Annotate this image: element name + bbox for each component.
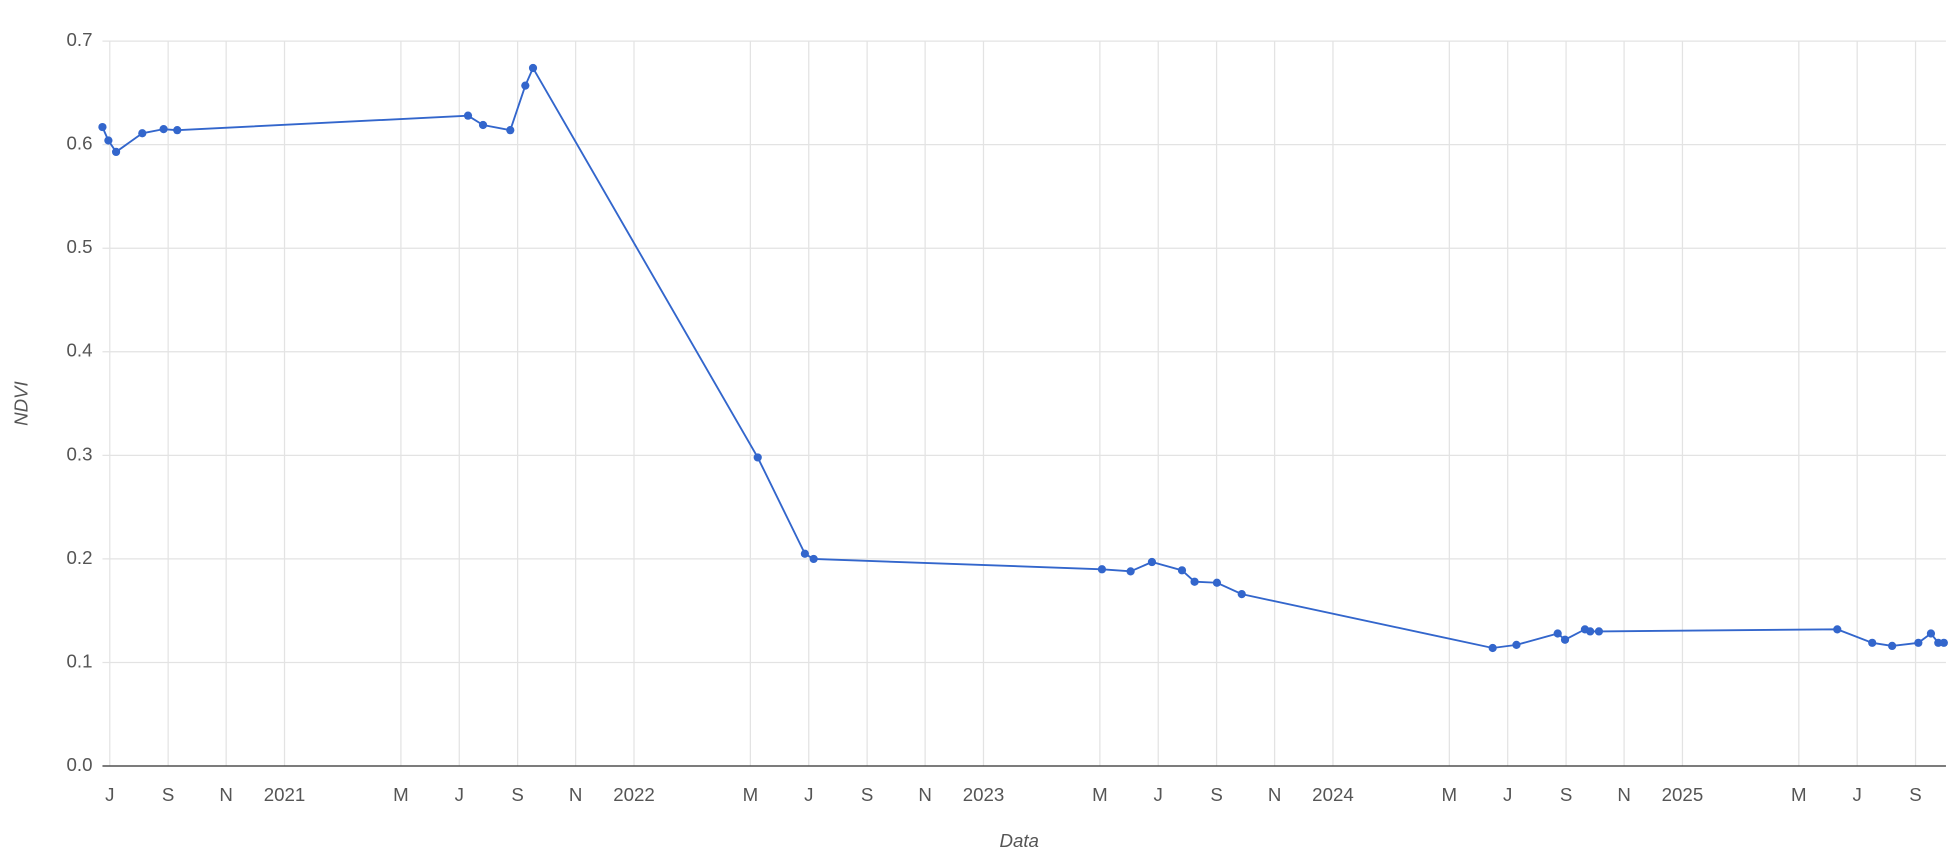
data-point <box>463 111 473 120</box>
y-tick-label: 0.4 <box>67 340 93 361</box>
x-tick-label: N <box>569 784 582 805</box>
data-point <box>1594 627 1604 636</box>
x-tick-label: N <box>1268 784 1281 805</box>
x-tick-label: J <box>455 784 464 805</box>
x-tick-label: J <box>1503 784 1512 805</box>
x-tick-label: M <box>393 784 409 805</box>
data-point <box>98 122 107 132</box>
x-tick-label: 2022 <box>613 784 655 805</box>
data-point <box>506 126 515 135</box>
x-tick-label: N <box>1617 784 1630 805</box>
data-point <box>1833 625 1842 634</box>
data-point <box>528 63 538 73</box>
data-point <box>1560 635 1570 644</box>
y-tick-label: 0.0 <box>67 754 93 775</box>
x-tick-label: J <box>105 784 114 805</box>
x-tick-label: M <box>1092 784 1108 805</box>
data-point <box>1926 629 1936 638</box>
x-tick-label: N <box>219 784 232 805</box>
x-tick-label: S <box>861 784 873 805</box>
data-point <box>1488 643 1497 653</box>
data-point <box>1097 565 1107 574</box>
data-point <box>1212 578 1222 587</box>
y-tick-label: 0.6 <box>67 133 93 154</box>
data-point <box>138 129 147 138</box>
data-point <box>800 549 810 558</box>
data-point <box>173 126 182 135</box>
data-point <box>1147 557 1157 567</box>
y-axis-title: NDVI <box>11 381 32 426</box>
data-point <box>1914 638 1923 647</box>
data-point <box>1126 567 1135 576</box>
data-point <box>753 453 762 462</box>
x-tick-label: J <box>1853 784 1862 805</box>
x-tick-label: 2021 <box>264 784 306 805</box>
data-point <box>1939 638 1948 647</box>
data-point <box>1512 640 1521 649</box>
x-tick-label: 2023 <box>963 784 1005 805</box>
y-tick-label: 0.5 <box>67 236 93 257</box>
x-tick-label: M <box>743 784 759 805</box>
x-tick-label: S <box>162 784 174 805</box>
x-tick-label: M <box>1791 784 1807 805</box>
data-point <box>111 147 121 157</box>
data-point <box>1553 629 1562 638</box>
data-point <box>104 136 113 145</box>
x-tick-label: N <box>918 784 931 805</box>
x-tick-label: S <box>511 784 523 805</box>
data-point <box>1868 638 1877 647</box>
data-point <box>1190 577 1199 586</box>
data-point <box>1888 641 1897 651</box>
x-tick-label: S <box>1909 784 1921 805</box>
data-point <box>1237 590 1246 599</box>
x-tick-label: M <box>1442 784 1458 805</box>
y-tick-label: 0.7 <box>67 29 93 50</box>
x-axis-title: Data <box>999 830 1038 851</box>
y-tick-label: 0.3 <box>67 443 93 464</box>
data-point <box>1586 627 1595 636</box>
data-point <box>521 81 530 90</box>
data-point <box>478 120 488 130</box>
x-tick-label: J <box>1154 784 1163 805</box>
x-tick-label: J <box>804 784 813 805</box>
data-point <box>1177 566 1187 575</box>
x-tick-label: S <box>1560 784 1572 805</box>
data-point <box>159 125 168 134</box>
y-tick-label: 0.2 <box>67 547 93 568</box>
y-tick-label: 0.1 <box>67 650 93 671</box>
x-tick-label: 2024 <box>1312 784 1354 805</box>
data-point <box>809 554 818 564</box>
series-line <box>101 65 1944 649</box>
x-tick-label: S <box>1210 784 1222 805</box>
x-tick-label: 2025 <box>1662 784 1704 805</box>
